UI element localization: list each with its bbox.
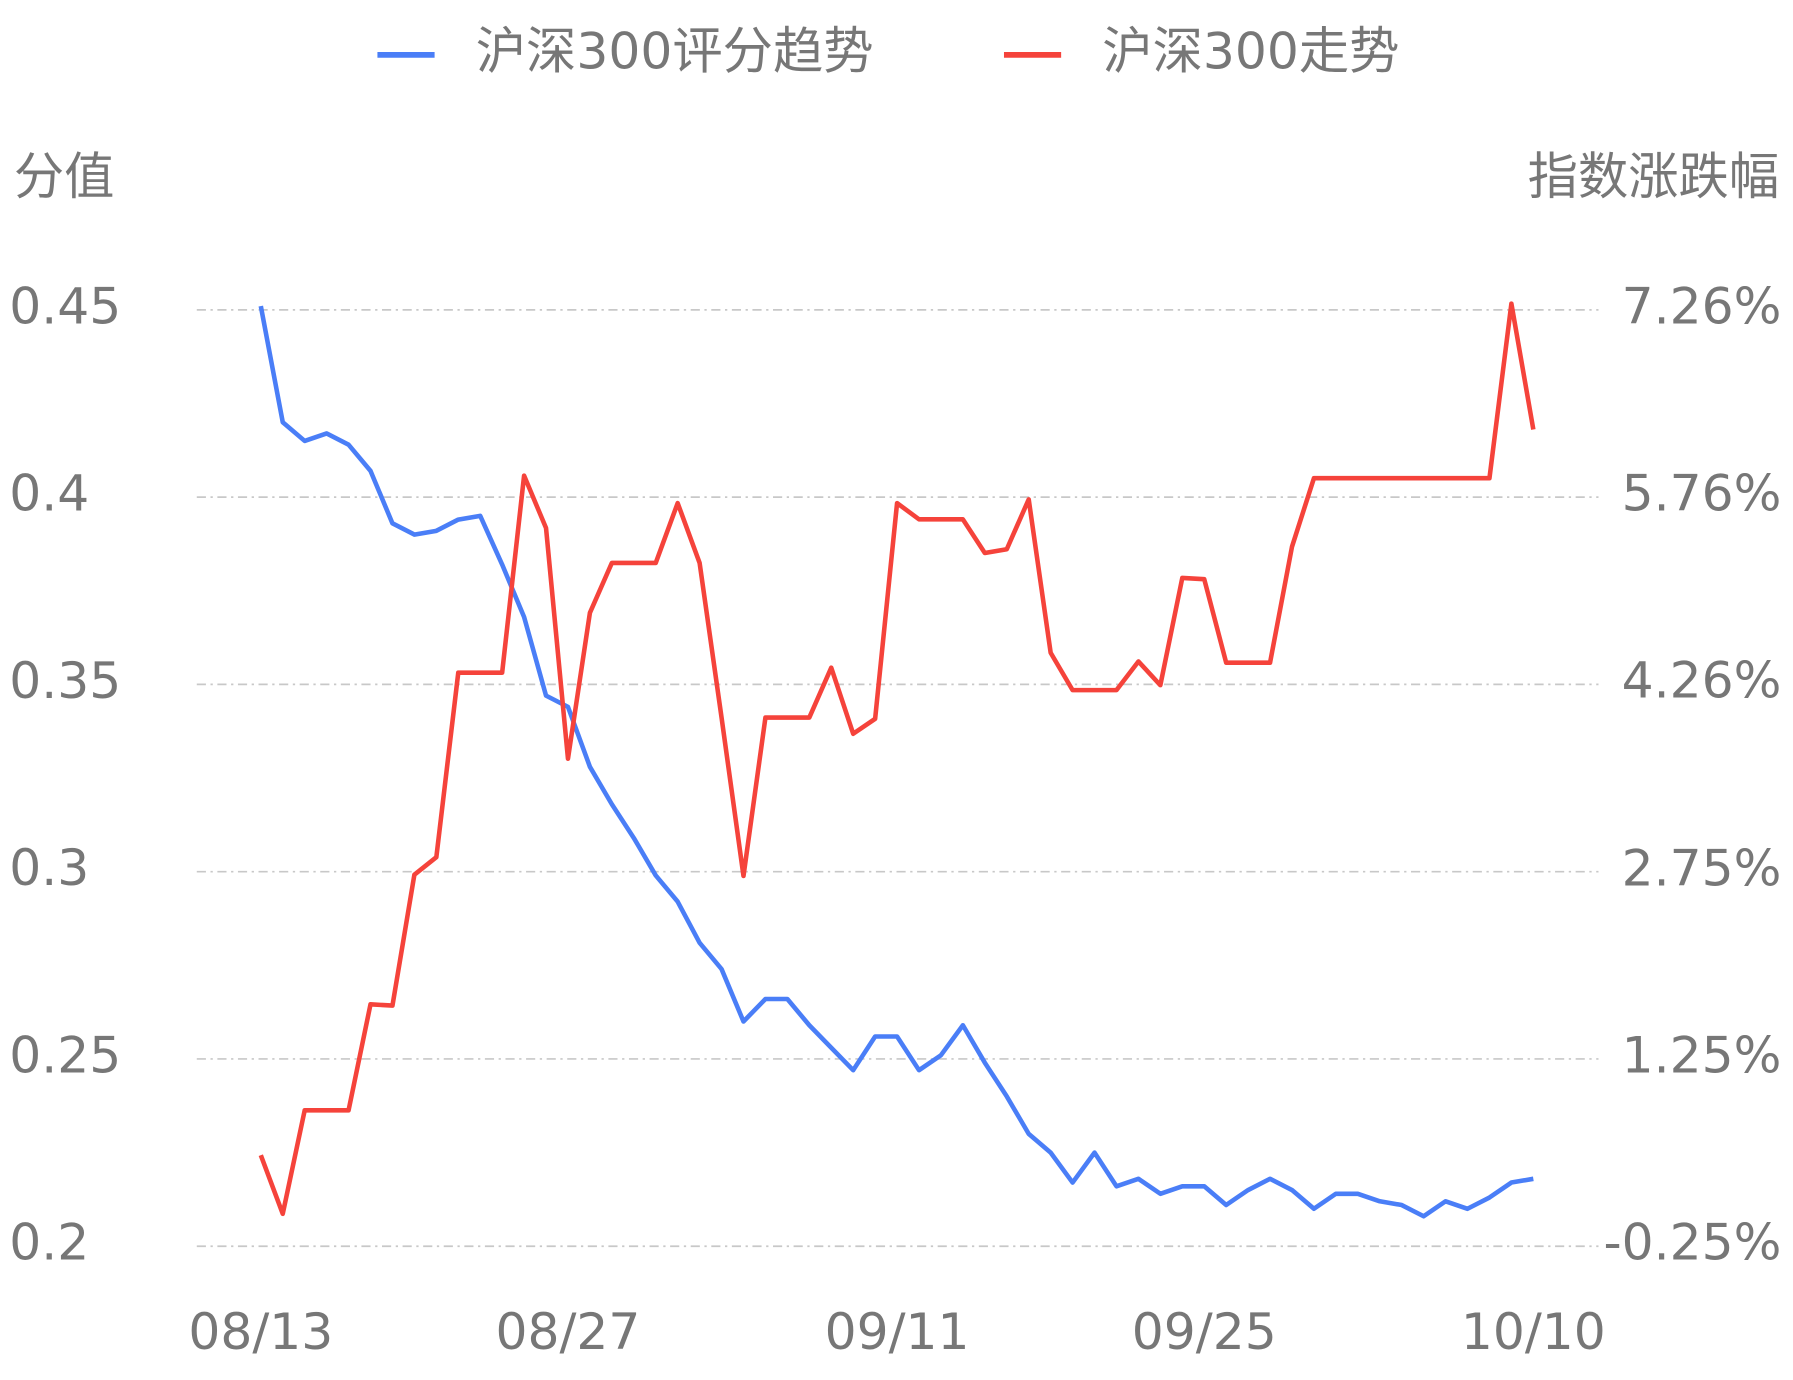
y2-tick-label: 5.76% xyxy=(1622,463,1782,522)
legend-label: 沪深300评分趋势 xyxy=(476,21,874,80)
y-tick-label: 0.45 xyxy=(9,276,121,335)
x-tick-label: 09/25 xyxy=(1132,1302,1277,1361)
y-tick-label: 0.2 xyxy=(9,1213,89,1272)
y-tick-label: 0.4 xyxy=(9,464,89,523)
legend-label: 沪深300走势 xyxy=(1102,21,1399,80)
x-tick-label: 09/11 xyxy=(825,1302,970,1361)
y2-axis-title: 指数涨跌幅 xyxy=(1528,147,1779,206)
y2-tick-label: 1.25% xyxy=(1622,1026,1782,1085)
y2-tick-label: 4.26% xyxy=(1622,650,1782,709)
y-tick-label: 0.35 xyxy=(9,651,121,710)
y-tick-label: 0.25 xyxy=(9,1025,121,1084)
y-axis-title: 分值 xyxy=(14,147,115,206)
x-tick-label: 08/27 xyxy=(495,1302,640,1361)
y2-tick-label: 7.26% xyxy=(1622,276,1782,335)
y-tick-label: 0.3 xyxy=(9,838,89,897)
x-tick-label: 10/10 xyxy=(1461,1302,1606,1361)
series-line xyxy=(258,301,1536,1217)
series-line xyxy=(258,305,1534,1219)
y2-tick-label: -0.25% xyxy=(1604,1213,1782,1272)
y2-tick-label: 2.75% xyxy=(1622,839,1782,898)
x-tick-label: 08/13 xyxy=(188,1302,333,1361)
